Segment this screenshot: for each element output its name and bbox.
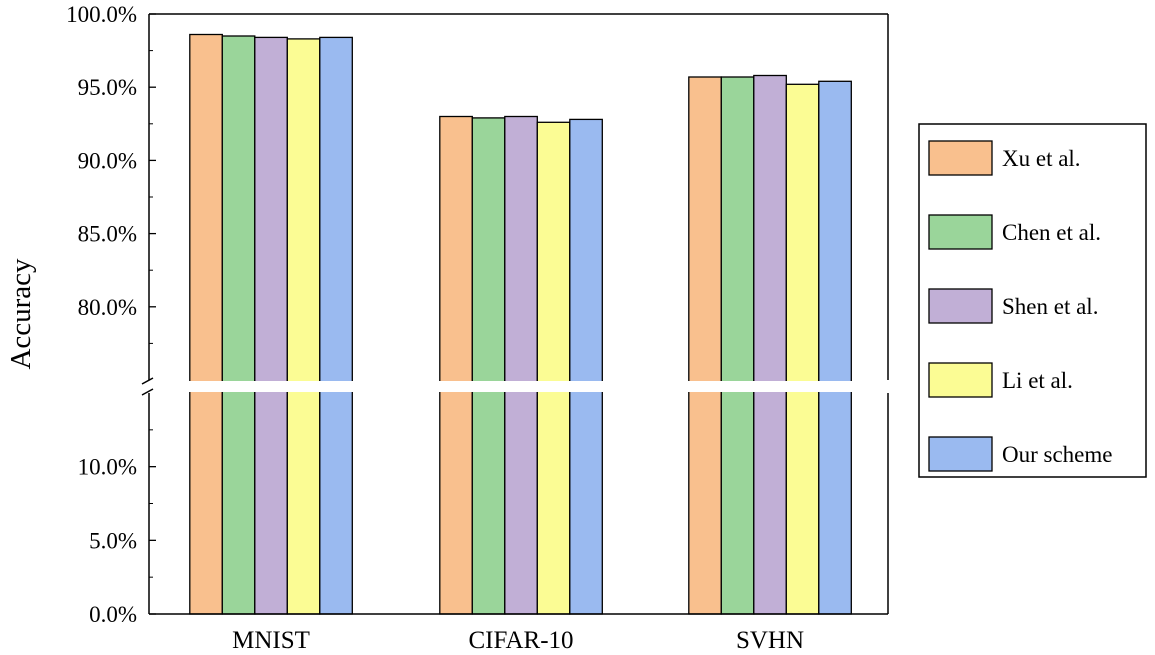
bar-chen-et-al-mnist [221,35,256,615]
bar-shen-et-al-svhn [753,74,787,615]
bar-shen-et-al-mnist [254,36,288,615]
legend-label: Shen et al. [1002,294,1098,319]
break-band [139,381,882,392]
bar-li-et-al-svhn [785,83,820,615]
y-tick-label: 5.0% [89,528,137,553]
bar-our-scheme-mnist [319,36,353,615]
y-tick-label: 0.0% [89,602,137,627]
break-mark-lower [141,388,154,396]
legend-label: Our scheme [1002,442,1113,467]
x-category-label: MNIST [232,627,310,654]
legend-swatch [928,214,993,250]
y-tick-label: 80.0% [78,295,137,320]
y-tick-label: 10.0% [78,455,137,480]
y-tick-label: 90.0% [78,148,137,173]
bar-our-scheme-svhn [818,80,852,615]
y-ticks: 80.0% 85.0% 90.0% 95.0% 100.0% 0.0% 5.0% 10.0% [66,2,156,627]
bar-li-et-al-mnist [286,38,321,615]
bar-xu-et-al-cifar-10 [439,115,473,615]
y-tick-label: 100.0% [66,2,137,27]
legend-label: Xu et al. [1002,146,1081,171]
bar-shen-et-al-cifar-10 [504,115,538,615]
bar-chen-et-al-svhn [720,76,755,615]
legend-swatch [928,140,993,176]
bar-chen-et-al-cifar-10 [471,117,506,615]
bar-xu-et-al-svhn [688,76,722,615]
axis-break [139,377,882,396]
legend-swatch [928,288,993,324]
legend-label: Li et al. [1002,368,1073,393]
break-mark-upper [141,377,154,385]
legend-swatch [928,362,993,398]
bar-xu-et-al-mnist [189,33,223,615]
x-category-label: CIFAR-10 [468,627,573,654]
legend: Xu et al. Chen et al. Shen et al. Li et al.… [918,123,1147,478]
bars-layer [189,33,852,615]
bar-our-scheme-cifar-10 [569,118,603,615]
x-categories: MNIST CIFAR-10 SVHN [232,627,804,654]
x-category-label: SVHN [736,627,804,654]
bar-li-et-al-cifar-10 [536,121,571,615]
y-tick-label: 95.0% [78,75,137,100]
legend-label: Chen et al. [1002,220,1101,245]
legend-swatch [928,436,993,472]
y-tick-label: 85.0% [78,222,137,247]
y-axis-title: Accuracy [5,258,37,370]
